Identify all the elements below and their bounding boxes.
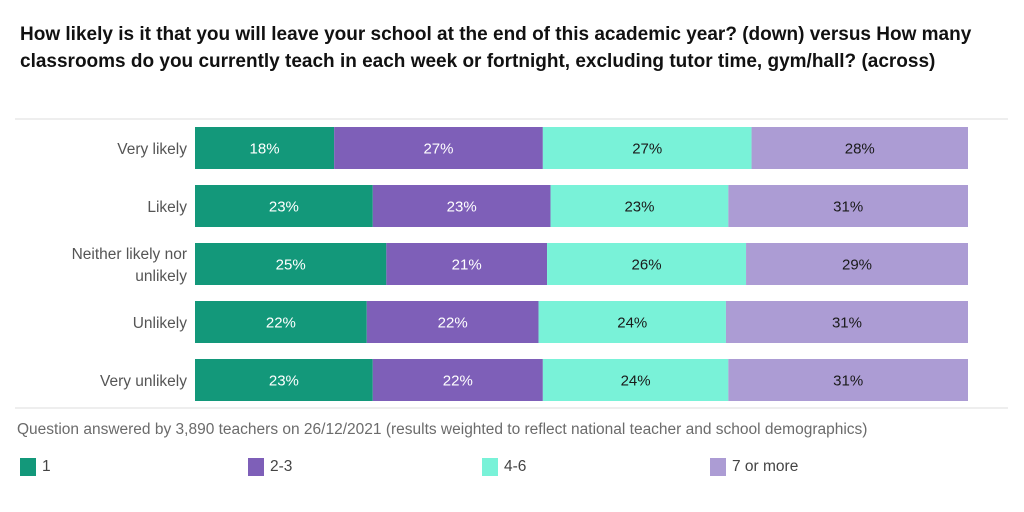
category-label: Unlikely (133, 315, 188, 332)
bar-segment (751, 127, 968, 169)
bar-segment (728, 185, 968, 227)
bar-segment (547, 243, 747, 285)
data-label: 18% (250, 141, 280, 158)
category-label: Very unlikely (100, 373, 187, 390)
legend-swatch (482, 458, 498, 476)
category-label: unlikely (135, 268, 187, 285)
data-label: 22% (443, 373, 473, 390)
footnote: Question answered by 3,890 teachers on 2… (17, 421, 868, 438)
category-label: Very likely (117, 141, 187, 158)
bar-segment (366, 301, 539, 343)
category-label: Likely (147, 199, 187, 216)
bar-segment (725, 301, 968, 343)
bar-segment (728, 359, 968, 401)
data-label: 28% (845, 141, 875, 158)
bar-row: Very unlikely 23% 22% 24% 31% (100, 359, 968, 401)
data-label: 25% (276, 257, 306, 274)
data-label: 29% (842, 257, 872, 274)
data-label: 31% (832, 315, 862, 332)
bar-row: Likely 23% 23% 23% 31% (147, 185, 968, 227)
legend-item-4-6: 4-6 (482, 458, 526, 476)
data-label: 26% (632, 257, 662, 274)
data-label: 23% (447, 199, 477, 216)
legend-label: 7 or more (732, 458, 799, 475)
data-label: 31% (833, 373, 863, 390)
category-label: Neither likely nor (72, 246, 187, 263)
bar-segment (542, 127, 752, 169)
bar-segment (386, 243, 548, 285)
bar-segment (195, 359, 373, 401)
data-label: 24% (617, 315, 647, 332)
legend-label: 1 (42, 458, 51, 475)
data-label: 27% (423, 141, 453, 158)
bar-row: Unlikely 22% 22% 24% 31% (133, 301, 968, 343)
data-label: 22% (438, 315, 468, 332)
legend-swatch (20, 458, 36, 476)
data-label: 23% (269, 373, 299, 390)
legend-swatch (248, 458, 264, 476)
bar-segment (334, 127, 543, 169)
data-label: 23% (624, 199, 654, 216)
data-label: 31% (833, 199, 863, 216)
bar-segment (372, 359, 543, 401)
legend-item-7-or-more: 7 or more (710, 458, 798, 476)
bar-segment (195, 301, 367, 343)
legend-item-2-3: 2-3 (248, 458, 292, 476)
data-label: 22% (266, 315, 296, 332)
bar-segment (542, 359, 729, 401)
bar-row: Very likely 18% 27% 27% 28% (117, 127, 968, 169)
bar-segment (195, 185, 373, 227)
chart-title: How likely is it that you will leave you… (20, 24, 972, 72)
bar-segment (550, 185, 729, 227)
bar-segment (746, 243, 968, 285)
data-label: 23% (269, 199, 299, 216)
bar-row: Neither likely nor unlikely 25% 21% 26% 29% (72, 243, 968, 285)
legend-label: 2-3 (270, 458, 293, 475)
legend-item-1: 1 (20, 458, 51, 476)
bar-segment (195, 127, 335, 169)
data-label: 27% (632, 141, 662, 158)
bar-segment (538, 301, 726, 343)
data-label: 21% (452, 257, 482, 274)
legend-swatch (710, 458, 726, 476)
bar-segment (372, 185, 551, 227)
legend-label: 4-6 (504, 458, 527, 475)
bar-segment (195, 243, 387, 285)
data-label: 24% (621, 373, 651, 390)
